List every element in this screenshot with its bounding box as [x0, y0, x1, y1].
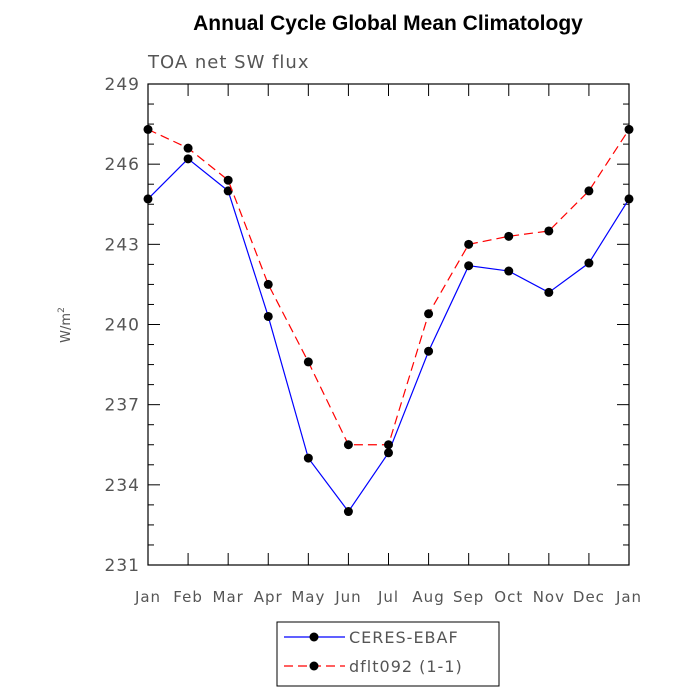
x-tick-label: Sep — [453, 588, 484, 606]
legend: CERES-EBAF dflt092 (1-1) — [276, 621, 500, 687]
y-tick-label: 246 — [105, 155, 140, 175]
y-axis-label-superscript: 2 — [57, 307, 67, 313]
series-1-point — [143, 124, 153, 134]
series-1-point — [464, 239, 474, 249]
series-0-point — [223, 186, 233, 196]
x-tick-label: Jan — [615, 588, 642, 606]
series-1-point — [263, 279, 273, 289]
series-0-point — [263, 311, 273, 321]
series-1-point — [504, 231, 514, 241]
series-0-point — [384, 448, 393, 458]
chart-subtitle: TOA net SW flux — [147, 52, 310, 73]
y-tick-label: 249 — [105, 75, 140, 95]
x-tick-label: Aug — [412, 588, 444, 606]
series-line-0 — [147, 158, 630, 513]
x-tick-label: Jan — [134, 588, 161, 606]
series-0-point — [624, 194, 634, 204]
series-1-point — [424, 309, 434, 319]
series-0-point — [544, 287, 554, 297]
x-tick-label: Apr — [254, 588, 283, 606]
y-tick-label: 234 — [105, 476, 140, 496]
y-tick-label: 237 — [105, 396, 140, 416]
legend-label-0: CERES-EBAF — [349, 628, 459, 647]
x-tick-label: Nov — [533, 588, 565, 606]
y-tick-label: 231 — [105, 556, 140, 576]
series-1-point — [384, 440, 393, 450]
x-tick-label: May — [291, 588, 325, 606]
series-0-point — [183, 154, 193, 164]
series-1-point — [584, 186, 594, 196]
y-tick-label: 243 — [105, 235, 140, 255]
x-tick-label: Jul — [377, 588, 399, 606]
series-1-point — [624, 124, 634, 134]
series-1-point — [303, 357, 313, 367]
series-0-point — [143, 194, 153, 204]
plot-frame — [147, 83, 630, 566]
chart-title: Annual Cycle Global Mean Climatology — [193, 12, 583, 35]
series-0-point — [504, 266, 514, 276]
series-0-point — [424, 346, 434, 356]
x-tick-label: Feb — [173, 588, 203, 606]
plot-area: 231 234 237 240 243 246 249 Jan Feb Mar Apr May Jun J… — [105, 75, 642, 606]
legend-marker-1 — [309, 661, 319, 671]
y-axis-label-text: W/m — [59, 313, 74, 343]
x-tick-label: Mar — [213, 588, 244, 606]
x-tick-label: Dec — [573, 588, 605, 606]
series-0-point — [303, 453, 313, 463]
x-tick-label: Jun — [334, 588, 361, 606]
x-tick-label: Oct — [494, 588, 523, 606]
series-0-point — [343, 507, 353, 517]
y-tick-label: 240 — [105, 316, 140, 336]
legend-label-1: dflt092 (1-1) — [349, 657, 463, 676]
series-0-point — [464, 261, 474, 271]
series-1-point — [223, 175, 233, 185]
series-1-point — [183, 143, 193, 153]
series-1-point — [544, 226, 554, 236]
y-axis-label: W/m2 — [57, 307, 74, 343]
legend-marker-0 — [309, 632, 319, 642]
series-0-point — [584, 258, 594, 268]
series-1-point — [343, 440, 353, 450]
